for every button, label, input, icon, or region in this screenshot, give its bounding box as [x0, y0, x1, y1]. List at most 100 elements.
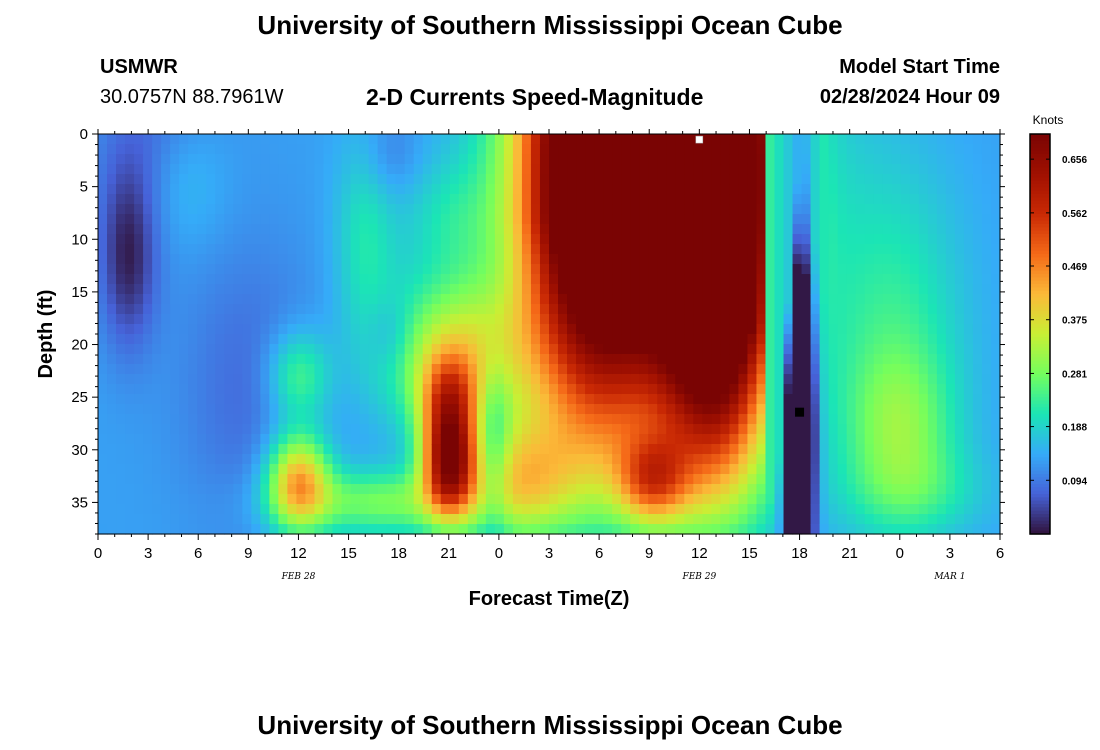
- heatmap-cell: [747, 454, 758, 465]
- heatmap-cell: [179, 404, 189, 415]
- heatmap-cell: [188, 154, 198, 165]
- heatmap-cell: [558, 164, 568, 175]
- heatmap-cell: [684, 264, 694, 275]
- heatmap-cell: [990, 134, 1001, 145]
- heatmap-cell: [954, 464, 965, 475]
- heatmap-cell: [738, 164, 749, 175]
- heatmap-cell: [323, 324, 334, 335]
- heatmap-cell: [341, 204, 352, 215]
- heatmap-cell: [116, 354, 126, 365]
- heatmap-cell: [512, 474, 523, 485]
- colorbar-segment: [1030, 514, 1050, 518]
- heatmap-cell: [296, 164, 307, 175]
- heatmap-cell: [143, 474, 153, 485]
- heatmap-cell: [458, 484, 469, 495]
- heatmap-cell: [314, 304, 325, 315]
- heatmap-cell: [539, 134, 550, 145]
- heatmap-cell: [603, 184, 613, 195]
- heatmap-cell: [630, 214, 640, 225]
- heatmap-cell: [134, 524, 144, 535]
- heatmap-cell: [413, 304, 424, 315]
- heatmap-cell: [747, 254, 758, 265]
- heatmap-cell: [693, 434, 703, 445]
- heatmap-cell: [413, 444, 424, 455]
- heatmap-cell: [305, 194, 316, 205]
- heatmap-cell: [116, 504, 126, 515]
- heatmap-cell: [882, 264, 893, 275]
- heatmap-cell: [846, 384, 857, 395]
- heatmap-cell: [170, 454, 180, 465]
- colorbar-segment: [1030, 347, 1050, 352]
- heatmap-cell: [314, 164, 325, 175]
- heatmap-cell: [918, 294, 929, 305]
- heatmap-cell: [954, 414, 965, 425]
- heatmap-cell: [900, 354, 911, 365]
- heatmap-cell: [837, 424, 848, 435]
- colorbar-segment: [1030, 157, 1050, 162]
- heatmap-cell: [945, 234, 956, 245]
- heatmap-cell: [485, 424, 496, 435]
- heatmap-cell: [413, 374, 424, 385]
- heatmap-cell: [792, 474, 803, 485]
- heatmap-cell: [116, 184, 126, 195]
- heatmap-cell: [855, 234, 866, 245]
- heatmap-cell: [188, 404, 198, 415]
- heatmap-cell: [783, 414, 794, 425]
- heatmap-cell: [558, 374, 568, 385]
- colorbar-segment: [1030, 137, 1050, 142]
- heatmap-cell: [197, 484, 207, 495]
- heatmap-cell: [449, 184, 460, 195]
- heatmap-cell: [900, 234, 911, 245]
- heatmap-cell: [179, 444, 189, 455]
- heatmap-cell: [125, 394, 135, 405]
- heatmap-cell: [738, 274, 749, 285]
- heatmap-cell: [711, 264, 721, 275]
- heatmap-cell: [837, 344, 848, 355]
- heatmap-cell: [657, 474, 667, 485]
- heatmap-cell: [747, 394, 758, 405]
- heatmap-cell: [161, 514, 171, 525]
- heatmap-cell: [819, 214, 830, 225]
- heatmap-cell: [909, 324, 920, 335]
- heatmap-cell: [161, 394, 171, 405]
- colorbar-segment: [1030, 507, 1050, 512]
- heatmap-cell: [846, 304, 857, 315]
- heatmap-cell: [377, 274, 388, 285]
- colorbar-segment: [1030, 280, 1050, 285]
- heatmap-cell: [621, 364, 631, 375]
- heatmap-cell: [395, 354, 406, 365]
- heatmap-cell: [269, 464, 279, 475]
- heatmap-cell: [161, 184, 171, 195]
- heatmap-cell: [314, 454, 325, 465]
- heatmap-cell: [305, 334, 316, 345]
- heatmap-cell: [188, 514, 198, 525]
- heatmap-cell: [720, 234, 730, 245]
- heatmap-cell: [855, 404, 866, 415]
- heatmap-cell: [458, 174, 469, 185]
- heatmap-cell: [729, 324, 740, 335]
- heatmap-cell: [558, 184, 568, 195]
- heatmap-cell: [738, 474, 749, 485]
- heatmap-cell: [792, 254, 803, 265]
- heatmap-cell: [323, 274, 334, 285]
- heatmap-cell: [765, 464, 776, 475]
- heatmap-cell: [630, 404, 640, 415]
- heatmap-cell: [323, 364, 334, 375]
- heatmap-cell: [864, 454, 875, 465]
- heatmap-cell: [549, 144, 559, 155]
- heatmap-cell: [954, 434, 965, 445]
- heatmap-cell: [494, 494, 505, 505]
- heatmap-cell: [494, 484, 505, 495]
- heatmap-cell: [125, 154, 135, 165]
- heatmap-cell: [242, 304, 252, 315]
- colorbar-segment: [1030, 467, 1050, 472]
- heatmap-cell: [846, 224, 857, 235]
- heatmap-cell: [630, 144, 640, 155]
- heatmap-cell: [864, 524, 875, 535]
- heatmap-cell: [864, 194, 875, 205]
- heatmap-cell: [422, 174, 433, 185]
- heatmap-cell: [612, 454, 622, 465]
- heatmap-cell: [837, 324, 848, 335]
- colorbar-segment: [1030, 444, 1050, 448]
- heatmap-cell: [954, 324, 965, 335]
